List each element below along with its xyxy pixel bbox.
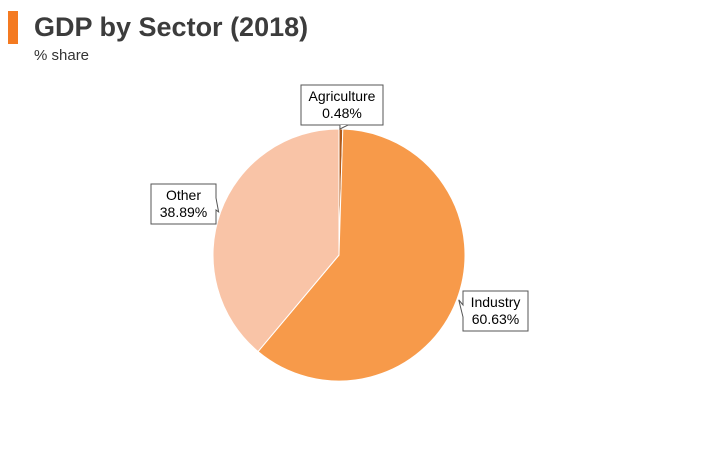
callout-connector [339,124,349,130]
callout-box [300,84,384,126]
pie-slice-other[interactable] [212,128,340,353]
chart-title: GDP by Sector (2018) [34,12,309,42]
slice-label: Industry [471,294,521,310]
callout-box [458,290,529,332]
chart-subtitle: % share [34,47,90,64]
slice-label: Other [166,187,201,203]
title-accent-bar [8,11,18,44]
slice-label: Agriculture [309,88,376,104]
slice-value-label: 0.48% [322,105,362,121]
slice-value-label: 60.63% [472,311,519,327]
pie-slices [212,128,466,382]
slice-value-label: 38.89% [160,204,207,220]
pie-slice-industry[interactable] [257,128,466,382]
callout-box [150,183,220,225]
